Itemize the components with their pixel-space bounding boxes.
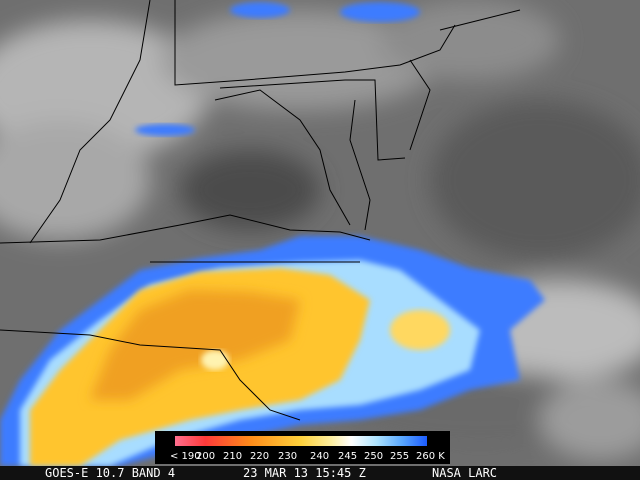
colorbar-label: 240 xyxy=(310,451,329,462)
colorbar-label: 250 xyxy=(364,451,383,462)
colorbar-label: 220 xyxy=(250,451,269,462)
colorbar-label: 245 xyxy=(338,451,357,462)
footer-bar xyxy=(0,466,640,480)
colorbar-label: 210 xyxy=(223,451,242,462)
state-borders xyxy=(0,0,521,421)
colorbar-label: 200 xyxy=(196,451,215,462)
credit-label: NASA LARC xyxy=(432,466,497,480)
colorbar-label: 260 K xyxy=(416,451,445,462)
colorbar-label: < 190 xyxy=(170,451,201,462)
satellite-label: GOES-E 10.7 BAND 4 xyxy=(45,466,175,480)
datetime-label: 23 MAR 13 15:45 Z xyxy=(243,466,366,480)
colorbar-gradient xyxy=(175,436,427,446)
footer: GOES-E 10.7 BAND 4 23 MAR 13 15:45 Z NAS… xyxy=(0,466,640,480)
colorbar-label: 230 xyxy=(278,451,297,462)
colorbar-label: 255 xyxy=(390,451,409,462)
cold-cloud-tops xyxy=(0,2,545,466)
